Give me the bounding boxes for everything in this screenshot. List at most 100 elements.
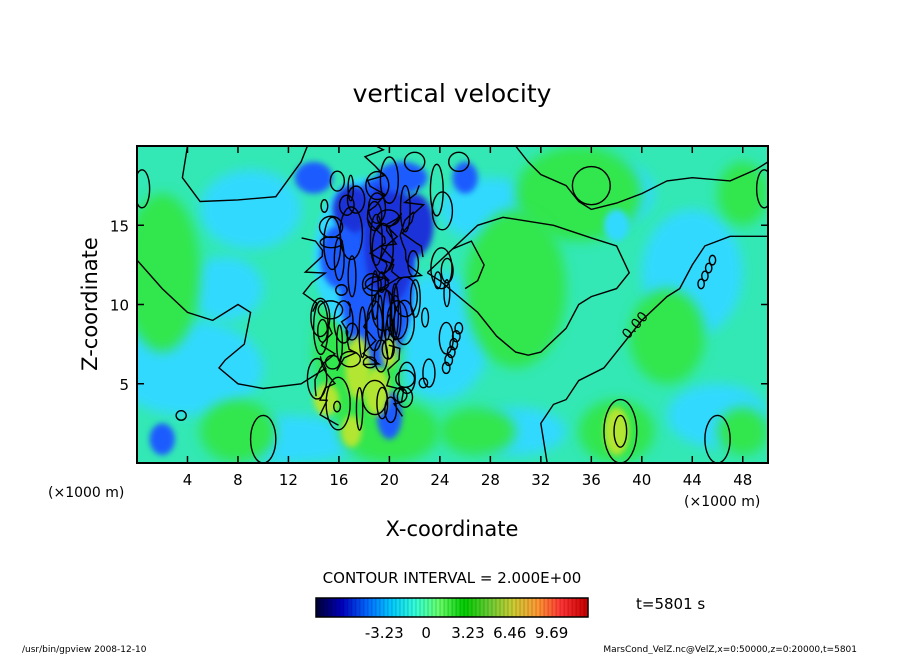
contour-line-plume [431, 191, 454, 231]
colorbar-segment [528, 598, 533, 617]
colorbar-segment [564, 598, 569, 617]
contour-line-plume [366, 200, 383, 232]
contour-line-plume [422, 358, 436, 388]
colorbar-segment [576, 598, 581, 617]
contour-line-plume [306, 357, 328, 400]
contour-line-small [446, 345, 456, 359]
contour-line-plume [347, 255, 357, 298]
y-axis: 5 10 15 [110, 217, 768, 394]
contour-line-plume [335, 284, 348, 296]
contour-line [540, 235, 768, 463]
contour-line-plume [443, 279, 451, 308]
y-axis-label: Z-coordinate [78, 237, 102, 371]
colorbar [315, 598, 589, 617]
green-region [717, 407, 768, 456]
colorbar-segment [332, 598, 337, 617]
contour-line-plume [347, 174, 355, 202]
contour-line-plume [421, 307, 430, 328]
contour-line-plume [429, 163, 444, 217]
blue-region [294, 161, 333, 194]
blue-region [351, 288, 390, 353]
colorbar-segment [396, 598, 401, 617]
colorbar-segment [496, 598, 501, 617]
colorbar-segment [372, 598, 377, 617]
contour-line-plume [379, 156, 399, 204]
colorbar-tick-label: 9.69 [535, 624, 568, 642]
green-region [717, 161, 768, 226]
colorbar-segment [512, 598, 517, 617]
contour-line-plume [395, 369, 416, 389]
contour-line [137, 259, 327, 390]
colorbar-segment [572, 598, 577, 617]
x-unit-note-right: (×1000 m) [684, 494, 760, 510]
colorbar-segment [520, 598, 525, 617]
blue-region [395, 193, 434, 257]
contour-line-plume [320, 199, 329, 213]
colorbar-segment [468, 598, 473, 617]
colorbar-segment [548, 598, 553, 617]
contour-line [403, 151, 426, 173]
contour-line-small [451, 329, 461, 343]
colorbar-segment [456, 598, 461, 617]
footer-right: MarsCond_VelZ.nc@VelZ,x=0:50000,z=0:2000… [603, 645, 857, 654]
x-tick-label: 20 [380, 471, 399, 489]
colorbar-segment [316, 598, 321, 617]
colorbar-tick-label: -3.23 [365, 624, 404, 642]
contour-line-plume [361, 272, 382, 297]
colorbar-segment [328, 598, 333, 617]
green-region [629, 288, 705, 384]
colorbar-segment [324, 598, 329, 617]
colorbar-segment [508, 598, 513, 617]
colorbar-segment [500, 598, 505, 617]
x-tick-label: 24 [430, 471, 449, 489]
contour-line-plume [367, 192, 387, 224]
colorbar-tick-label: 3.23 [451, 624, 484, 642]
colorbar-segment [368, 598, 373, 617]
x-tick-label: 4 [183, 471, 193, 489]
x-axis-label: X-coordinate [386, 517, 519, 541]
contour-line [181, 146, 309, 203]
colorbar-segment [344, 598, 349, 617]
colorbar-segment [356, 598, 361, 617]
colorbar-frame [315, 597, 589, 618]
blue-region [149, 423, 175, 456]
colorbar-segment [424, 598, 429, 617]
colorbar-segment [492, 598, 497, 617]
contour-line [249, 414, 277, 463]
y-tick-label: 10 [110, 297, 129, 315]
contour-line-plume [323, 216, 342, 271]
colorbar-segment [428, 598, 433, 617]
contour-line-plume [358, 306, 367, 359]
contour-line-plume [361, 294, 382, 366]
colorbar-segment [320, 598, 325, 617]
blue-region [452, 161, 478, 194]
contour-line-plume [329, 170, 346, 192]
contour-line [426, 216, 631, 356]
contour-line-plume [363, 146, 386, 213]
contour-line-plume [379, 216, 402, 289]
contour-line-small [704, 262, 713, 274]
contour-line [137, 169, 151, 209]
colorbar-segment [340, 598, 345, 617]
x-tick-label: 28 [481, 471, 500, 489]
colorbar-tick-label: 6.46 [493, 624, 526, 642]
x-tick-label: 40 [632, 471, 651, 489]
colorbar-segment [460, 598, 465, 617]
colorbar-segment [440, 598, 445, 617]
contour-line-small [708, 254, 717, 266]
contour-line-plume [433, 271, 442, 290]
colorbar-segment [448, 598, 453, 617]
contour-line-plume [393, 299, 416, 346]
contour-line-plume [430, 247, 453, 290]
cyan-region [200, 169, 302, 250]
contour-line-small [441, 361, 451, 375]
colorbar-segment [584, 598, 589, 617]
field-blobs [137, 146, 768, 463]
contour-line-plume [312, 300, 329, 356]
time-label: t=5801 s [636, 595, 705, 613]
colorbar-segment [400, 598, 405, 617]
contour-line-plume [369, 213, 383, 266]
x-tick-label: 44 [683, 471, 702, 489]
x-unit-note-left: (×1000 m) [48, 485, 124, 501]
